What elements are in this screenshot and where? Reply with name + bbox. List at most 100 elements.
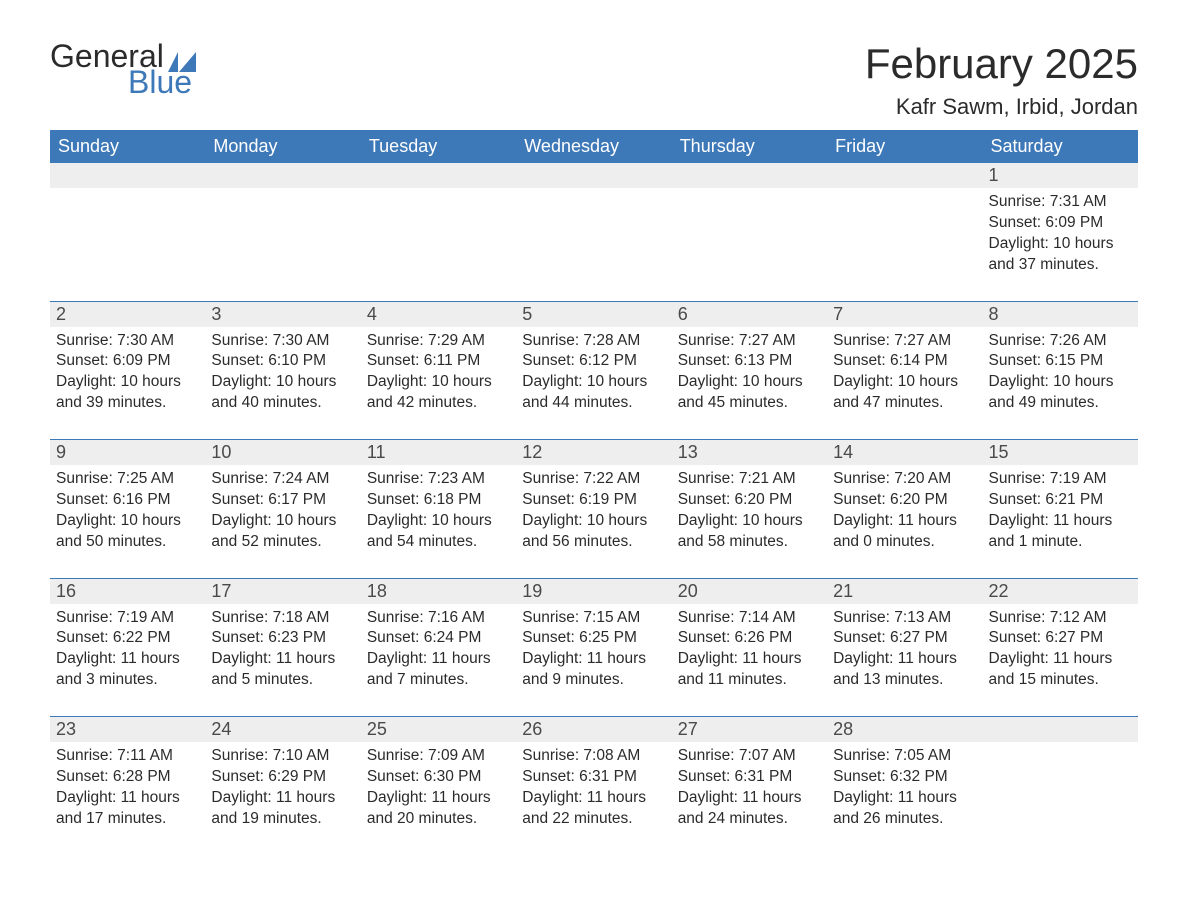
calendar-week: 1Sunrise: 7:31 AMSunset: 6:09 PMDaylight… bbox=[50, 163, 1138, 301]
day-number: 7 bbox=[827, 302, 982, 327]
day-details: Sunrise: 7:18 AMSunset: 6:23 PMDaylight:… bbox=[205, 604, 360, 700]
day-sunrise: Sunrise: 7:26 AM bbox=[989, 331, 1132, 352]
day-daylight1: Daylight: 11 hours bbox=[56, 649, 199, 670]
day-daylight2: and 15 minutes. bbox=[989, 670, 1132, 691]
day-daylight2: and 56 minutes. bbox=[522, 532, 665, 553]
day-sunrise: Sunrise: 7:24 AM bbox=[211, 469, 354, 490]
weekday-header: Monday bbox=[205, 130, 360, 163]
day-daylight1: Daylight: 11 hours bbox=[678, 649, 821, 670]
day-daylight2: and 39 minutes. bbox=[56, 393, 199, 414]
day-sunrise: Sunrise: 7:30 AM bbox=[56, 331, 199, 352]
day-number-empty bbox=[827, 163, 982, 188]
weekday-header: Friday bbox=[827, 130, 982, 163]
day-daylight1: Daylight: 11 hours bbox=[833, 649, 976, 670]
day-sunrise: Sunrise: 7:29 AM bbox=[367, 331, 510, 352]
day-daylight2: and 44 minutes. bbox=[522, 393, 665, 414]
calendar-cell bbox=[50, 163, 205, 301]
day-details: Sunrise: 7:27 AMSunset: 6:13 PMDaylight:… bbox=[672, 327, 827, 423]
day-number: 13 bbox=[672, 440, 827, 465]
day-daylight1: Daylight: 10 hours bbox=[989, 372, 1132, 393]
day-number: 16 bbox=[50, 579, 205, 604]
day-daylight1: Daylight: 11 hours bbox=[833, 511, 976, 532]
day-sunset: Sunset: 6:21 PM bbox=[989, 490, 1132, 511]
calendar-cell: 17Sunrise: 7:18 AMSunset: 6:23 PMDayligh… bbox=[205, 579, 360, 717]
day-details: Sunrise: 7:31 AMSunset: 6:09 PMDaylight:… bbox=[983, 188, 1138, 284]
day-details: Sunrise: 7:12 AMSunset: 6:27 PMDaylight:… bbox=[983, 604, 1138, 700]
day-daylight2: and 22 minutes. bbox=[522, 809, 665, 830]
day-daylight1: Daylight: 11 hours bbox=[989, 511, 1132, 532]
day-sunset: Sunset: 6:23 PM bbox=[211, 628, 354, 649]
day-number: 10 bbox=[205, 440, 360, 465]
calendar-cell: 6Sunrise: 7:27 AMSunset: 6:13 PMDaylight… bbox=[672, 302, 827, 440]
day-daylight2: and 47 minutes. bbox=[833, 393, 976, 414]
day-daylight1: Daylight: 10 hours bbox=[678, 372, 821, 393]
header-row: General Blue February 2025 Kafr Sawm, Ir… bbox=[50, 40, 1138, 120]
day-sunrise: Sunrise: 7:21 AM bbox=[678, 469, 821, 490]
day-sunset: Sunset: 6:14 PM bbox=[833, 351, 976, 372]
day-sunset: Sunset: 6:09 PM bbox=[56, 351, 199, 372]
day-daylight1: Daylight: 10 hours bbox=[211, 372, 354, 393]
day-number-empty bbox=[672, 163, 827, 188]
day-daylight2: and 42 minutes. bbox=[367, 393, 510, 414]
day-number: 28 bbox=[827, 717, 982, 742]
day-details: Sunrise: 7:19 AMSunset: 6:21 PMDaylight:… bbox=[983, 465, 1138, 561]
day-sunset: Sunset: 6:10 PM bbox=[211, 351, 354, 372]
calendar-cell bbox=[983, 717, 1138, 855]
day-details: Sunrise: 7:22 AMSunset: 6:19 PMDaylight:… bbox=[516, 465, 671, 561]
day-details: Sunrise: 7:19 AMSunset: 6:22 PMDaylight:… bbox=[50, 604, 205, 700]
calendar-cell: 2Sunrise: 7:30 AMSunset: 6:09 PMDaylight… bbox=[50, 302, 205, 440]
day-sunset: Sunset: 6:17 PM bbox=[211, 490, 354, 511]
calendar-cell: 7Sunrise: 7:27 AMSunset: 6:14 PMDaylight… bbox=[827, 302, 982, 440]
day-number-empty bbox=[205, 163, 360, 188]
day-sunrise: Sunrise: 7:28 AM bbox=[522, 331, 665, 352]
calendar-cell: 5Sunrise: 7:28 AMSunset: 6:12 PMDaylight… bbox=[516, 302, 671, 440]
day-daylight1: Daylight: 10 hours bbox=[989, 234, 1132, 255]
day-daylight2: and 54 minutes. bbox=[367, 532, 510, 553]
calendar-cell: 14Sunrise: 7:20 AMSunset: 6:20 PMDayligh… bbox=[827, 440, 982, 578]
day-daylight2: and 45 minutes. bbox=[678, 393, 821, 414]
day-sunset: Sunset: 6:13 PM bbox=[678, 351, 821, 372]
day-sunrise: Sunrise: 7:10 AM bbox=[211, 746, 354, 767]
calendar-cell bbox=[516, 163, 671, 301]
day-number: 17 bbox=[205, 579, 360, 604]
day-daylight2: and 0 minutes. bbox=[833, 532, 976, 553]
day-daylight1: Daylight: 10 hours bbox=[367, 372, 510, 393]
day-sunrise: Sunrise: 7:25 AM bbox=[56, 469, 199, 490]
day-sunset: Sunset: 6:28 PM bbox=[56, 767, 199, 788]
calendar-cell bbox=[361, 163, 516, 301]
day-number: 19 bbox=[516, 579, 671, 604]
day-number: 5 bbox=[516, 302, 671, 327]
calendar-cell: 23Sunrise: 7:11 AMSunset: 6:28 PMDayligh… bbox=[50, 717, 205, 855]
day-sunrise: Sunrise: 7:19 AM bbox=[56, 608, 199, 629]
day-sunset: Sunset: 6:19 PM bbox=[522, 490, 665, 511]
day-daylight2: and 9 minutes. bbox=[522, 670, 665, 691]
day-daylight2: and 17 minutes. bbox=[56, 809, 199, 830]
calendar-week: 23Sunrise: 7:11 AMSunset: 6:28 PMDayligh… bbox=[50, 717, 1138, 855]
day-details: Sunrise: 7:21 AMSunset: 6:20 PMDaylight:… bbox=[672, 465, 827, 561]
day-number: 14 bbox=[827, 440, 982, 465]
calendar-cell: 8Sunrise: 7:26 AMSunset: 6:15 PMDaylight… bbox=[983, 302, 1138, 440]
weekday-header: Sunday bbox=[50, 130, 205, 163]
day-number-empty bbox=[516, 163, 671, 188]
day-number: 23 bbox=[50, 717, 205, 742]
day-details: Sunrise: 7:11 AMSunset: 6:28 PMDaylight:… bbox=[50, 742, 205, 838]
calendar-cell: 12Sunrise: 7:22 AMSunset: 6:19 PMDayligh… bbox=[516, 440, 671, 578]
day-details: Sunrise: 7:24 AMSunset: 6:17 PMDaylight:… bbox=[205, 465, 360, 561]
day-daylight2: and 37 minutes. bbox=[989, 255, 1132, 276]
day-sunrise: Sunrise: 7:19 AM bbox=[989, 469, 1132, 490]
day-daylight1: Daylight: 10 hours bbox=[833, 372, 976, 393]
day-details: Sunrise: 7:28 AMSunset: 6:12 PMDaylight:… bbox=[516, 327, 671, 423]
day-daylight2: and 50 minutes. bbox=[56, 532, 199, 553]
title-block: February 2025 Kafr Sawm, Irbid, Jordan bbox=[865, 40, 1138, 120]
day-daylight2: and 1 minute. bbox=[989, 532, 1132, 553]
day-sunrise: Sunrise: 7:23 AM bbox=[367, 469, 510, 490]
calendar-cell: 18Sunrise: 7:16 AMSunset: 6:24 PMDayligh… bbox=[361, 579, 516, 717]
calendar-cell: 19Sunrise: 7:15 AMSunset: 6:25 PMDayligh… bbox=[516, 579, 671, 717]
day-sunset: Sunset: 6:22 PM bbox=[56, 628, 199, 649]
calendar-cell: 1Sunrise: 7:31 AMSunset: 6:09 PMDaylight… bbox=[983, 163, 1138, 301]
day-daylight2: and 19 minutes. bbox=[211, 809, 354, 830]
day-sunrise: Sunrise: 7:15 AM bbox=[522, 608, 665, 629]
day-sunset: Sunset: 6:18 PM bbox=[367, 490, 510, 511]
day-sunrise: Sunrise: 7:27 AM bbox=[678, 331, 821, 352]
day-daylight2: and 26 minutes. bbox=[833, 809, 976, 830]
